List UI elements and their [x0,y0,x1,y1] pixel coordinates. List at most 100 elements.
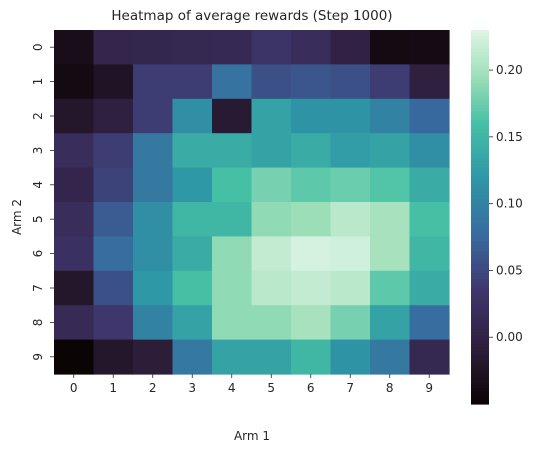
colorbar: 0.20 0.15 0.10 0.05 0.00 [471,30,523,405]
heatmap-cell-r5-c6 [291,202,331,237]
heatmap-cell-r5-c0 [54,202,94,237]
heatmap-cell-r5-c5 [252,202,292,237]
heatmap-cell-r5-c7 [331,202,371,237]
heatmap-cell-r2-c0 [54,99,94,134]
x-tick-label: 7 [346,381,354,395]
x-tick-label: 5 [267,381,275,395]
y-tick-label: 8 [31,319,45,327]
heatmap-cell-r6-c4 [212,236,252,271]
heatmap-cell-r8-c4 [212,305,252,340]
x-tick-label: 8 [386,381,394,395]
x-tick-label: 1 [109,381,117,395]
heatmap-cell-r6-c2 [133,236,173,271]
heatmap-cell-r0-c1 [94,30,134,65]
heatmap-cell-r2-c5 [252,99,292,134]
heatmap-cell-r9-c1 [94,340,134,375]
heatmap-cell-r7-c7 [331,271,371,306]
x-tick-label: 4 [228,381,236,395]
heatmap-cell-r8-c3 [173,305,213,340]
heatmap-cell-r7-c9 [410,271,450,306]
heatmap-cell-r5-c1 [94,202,134,237]
heatmap-cell-r9-c5 [252,340,292,375]
x-tick-label: 2 [149,381,157,395]
x-tick-label: 6 [307,381,315,395]
heatmap-cell-r9-c7 [331,340,371,375]
heatmap-cell-r3-c3 [173,133,213,168]
heatmap-cell-r3-c2 [133,133,173,168]
heatmap-cell-r7-c1 [94,271,134,306]
heatmap-cell-r3-c6 [291,133,331,168]
heatmap-cell-r8-c7 [331,305,371,340]
heatmap-cell-r7-c2 [133,271,173,306]
colorbar-tick-label: 0.05 [496,263,523,277]
heatmap-cell-r3-c9 [410,133,450,168]
y-tick-label: 6 [31,250,45,258]
y-tick-label: 7 [31,284,45,292]
heatmap-cell-r0-c5 [252,30,292,65]
heatmap-cell-r5-c2 [133,202,173,237]
heatmap-cell-r8-c1 [94,305,134,340]
heatmap-cell-r6-c5 [252,236,292,271]
heatmap-cell-r4-c6 [291,168,331,203]
heatmap-cell-r4-c9 [410,168,450,203]
heatmap-cell-r4-c0 [54,168,94,203]
heatmap-cell-r0-c4 [212,30,252,65]
heatmap-cell-r2-c2 [133,99,173,134]
heatmap-cell-r9-c6 [291,340,331,375]
heatmap-cell-r2-c1 [94,99,134,134]
heatmap-cell-r8-c6 [291,305,331,340]
heatmap-cell-r9-c2 [133,340,173,375]
heatmap-cell-r2-c8 [370,99,410,134]
heatmap-cell-r0-c0 [54,30,94,65]
heatmap-cell-r9-c9 [410,340,450,375]
heatmap-cell-r5-c9 [410,202,450,237]
heatmap-cell-r6-c8 [370,236,410,271]
heatmap-cell-r7-c3 [173,271,213,306]
heatmap-cell-r8-c8 [370,305,410,340]
heatmap-cell-r9-c4 [212,340,252,375]
heatmap-cell-r6-c6 [291,236,331,271]
colorbar-tick-label: 0.20 [496,63,523,77]
colorbar-tick-label: 0.15 [496,130,523,144]
heatmap-cell-r4-c8 [370,168,410,203]
heatmap-cell-r9-c0 [54,340,94,375]
heatmap-cell-r7-c4 [212,271,252,306]
colorbar-segment [471,401,489,405]
heatmap-cell-r0-c6 [291,30,331,65]
heatmap-cell-r3-c7 [331,133,371,168]
heatmap-cell-r1-c5 [252,64,292,99]
heatmap-cell-r4-c3 [173,168,213,203]
y-tick-label: 5 [31,215,45,223]
heatmap-cell-r3-c8 [370,133,410,168]
heatmap-cell-r1-c3 [173,64,213,99]
heatmap-cell-r4-c1 [94,168,134,203]
heatmap-cell-r0-c9 [410,30,450,65]
heatmap-cell-r5-c3 [173,202,213,237]
heatmap-cell-r5-c4 [212,202,252,237]
heatmap-cell-r1-c7 [331,64,371,99]
x-axis-ticks: 0 1 2 3 4 5 6 7 8 9 [70,374,433,395]
y-tick-label: 1 [31,78,45,86]
heatmap-cell-r6-c3 [173,236,213,271]
heatmap-cell-r6-c7 [331,236,371,271]
y-tick-label: 0 [31,43,45,51]
heatmap-cell-r6-c0 [54,236,94,271]
y-tick-label: 3 [31,147,45,155]
heatmap-cell-r3-c0 [54,133,94,168]
heatmap-cell-r1-c9 [410,64,450,99]
heatmap-cell-r3-c4 [212,133,252,168]
heatmap-cell-r7-c0 [54,271,94,306]
heatmap-cell-r9-c8 [370,340,410,375]
heatmap-cell-r0-c3 [173,30,213,65]
heatmap-cell-r1-c4 [212,64,252,99]
heatmap-cell-r1-c6 [291,64,331,99]
heatmap-cell-r6-c9 [410,236,450,271]
chart-title: Heatmap of average rewards (Step 1000) [111,8,392,24]
y-tick-label: 9 [31,353,45,361]
heatmap-cell-r3-c5 [252,133,292,168]
x-tick-label: 9 [425,381,433,395]
y-tick-label: 4 [31,181,45,189]
colorbar-tick-label: 0.10 [496,197,523,211]
heatmap-cell-r7-c5 [252,271,292,306]
